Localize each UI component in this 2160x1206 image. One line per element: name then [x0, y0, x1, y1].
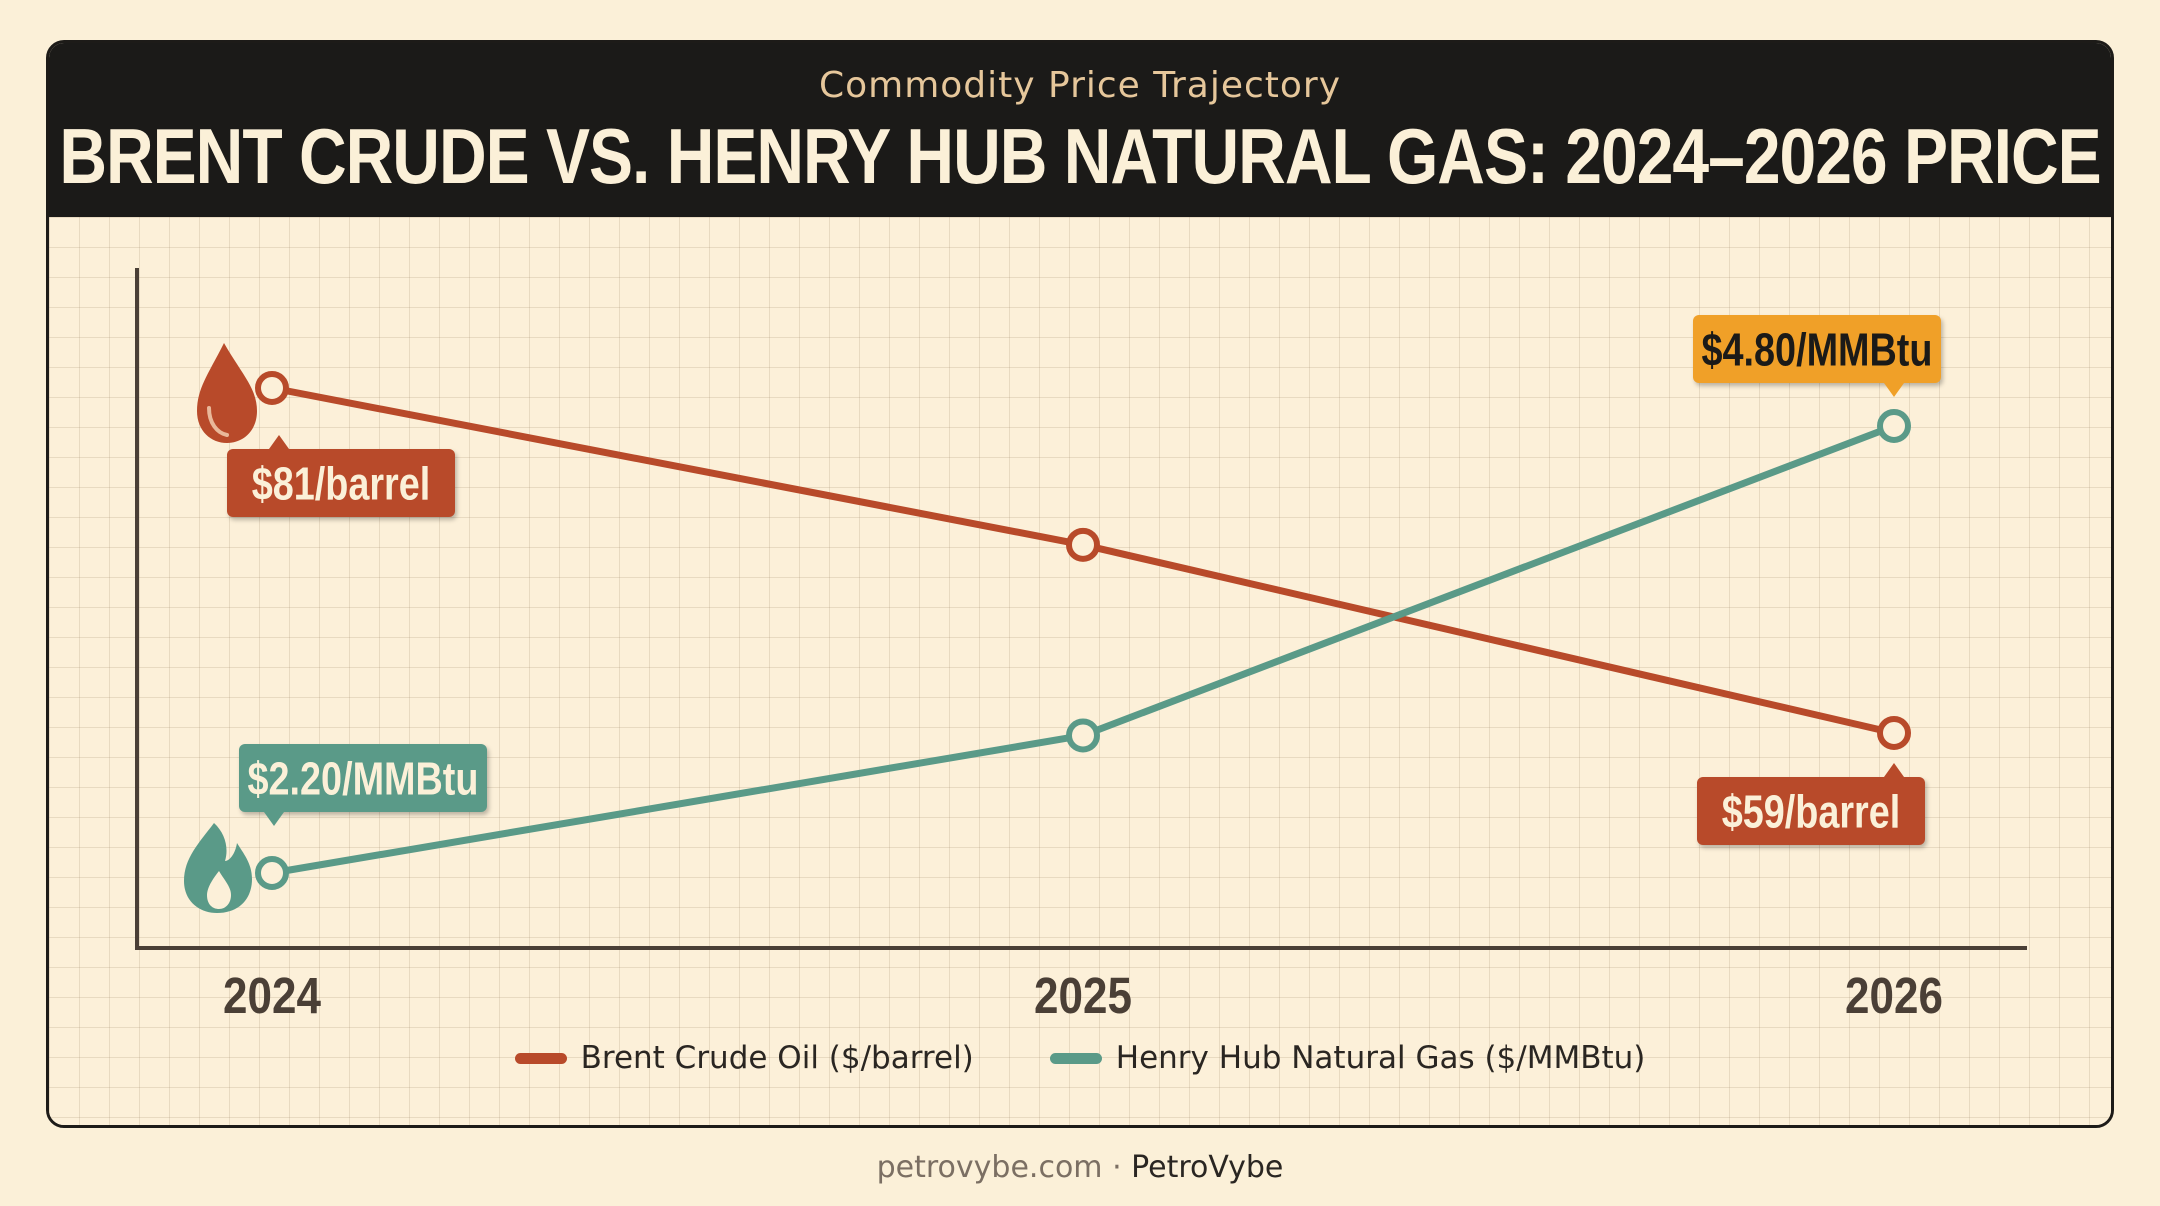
- label-gas-2024-text: $2.20/MMBtu: [248, 753, 479, 804]
- chart-title: BRENT CRUDE VS. HENRY HUB NATURAL GAS: 2…: [59, 112, 2101, 289]
- footer-separator: ·: [1102, 1150, 1132, 1185]
- legend-label-brent: Brent Crude Oil ($/barrel): [580, 1040, 974, 1076]
- data-point-brent-2026: [1877, 716, 1911, 750]
- data-point-gas-2025: [1066, 718, 1100, 753]
- legend-swatch-brent: [514, 1052, 567, 1064]
- label-brent-2026-pointer: [1884, 763, 1904, 777]
- plot-area: [49, 217, 2111, 1125]
- label-brent-2026-box: [1697, 777, 1925, 845]
- data-point-brent-2025: [1066, 527, 1100, 562]
- footer-brand: PetroVybe: [1131, 1150, 1284, 1185]
- label-gas-2026-box: [1693, 315, 1941, 383]
- label-gas-2026-pointer: [1884, 383, 1904, 397]
- label-brent-2026-text: $59/barrel: [1722, 786, 1901, 837]
- label-gas-2024-box: [239, 744, 487, 812]
- line-chart: 2024 2025 2026 $81/barrel $59/barrel $2.20/MM…: [135, 268, 2027, 1025]
- legend-label-gas: Henry Hub Natural Gas ($/MMBtu): [1115, 1040, 1646, 1076]
- series-line-gas: [268, 422, 1898, 877]
- x-tick-label-2024: 2024: [223, 968, 321, 1025]
- flame-inner-icon: [207, 871, 231, 909]
- x-tick-label-2025: 2025: [1034, 968, 1132, 1025]
- data-point-brent-2024: [255, 371, 289, 405]
- label-brent-2024-pointer: [269, 435, 289, 449]
- data-point-gas-2026: [1877, 409, 1911, 443]
- label-brent-2024-box: [227, 449, 455, 517]
- chart-subtitle: Commodity Price Trajectory: [818, 65, 1342, 106]
- label-gas-2026-text: $4.80/MMBtu: [1702, 324, 1933, 375]
- chart-card: Commodity Price Trajectory BRENT CRUDE V…: [46, 40, 2114, 1128]
- label-brent-2026: $59/barrel: [1697, 763, 1925, 845]
- oil-drop-icon: [197, 343, 257, 443]
- x-tick-label-2026: 2026: [1845, 968, 1943, 1025]
- footer: petrovybe.com · PetroVybe: [0, 1150, 2160, 1185]
- label-gas-2026: $4.80/MMBtu: [1693, 315, 1941, 397]
- data-point-gas-2024: [255, 856, 289, 890]
- legend-item-gas: Henry Hub Natural Gas ($/MMBtu): [1049, 1040, 1646, 1076]
- label-brent-2024-text: $81/barrel: [252, 458, 431, 509]
- flame-icon: [184, 823, 252, 913]
- label-gas-2024: $2.20/MMBtu: [239, 744, 487, 826]
- legend-swatch-gas: [1049, 1052, 1102, 1064]
- oil-drop-highlight-icon: [207, 406, 229, 437]
- label-gas-2024-pointer: [264, 812, 284, 826]
- label-brent-2024: $81/barrel: [227, 435, 455, 517]
- footer-site: petrovybe.com: [876, 1150, 1103, 1185]
- chart-header: Commodity Price Trajectory BRENT CRUDE V…: [49, 43, 2111, 289]
- chart-legend: Brent Crude Oil ($/barrel) Henry Hub Nat…: [49, 1038, 2111, 1078]
- legend-item-brent: Brent Crude Oil ($/barrel): [514, 1040, 974, 1076]
